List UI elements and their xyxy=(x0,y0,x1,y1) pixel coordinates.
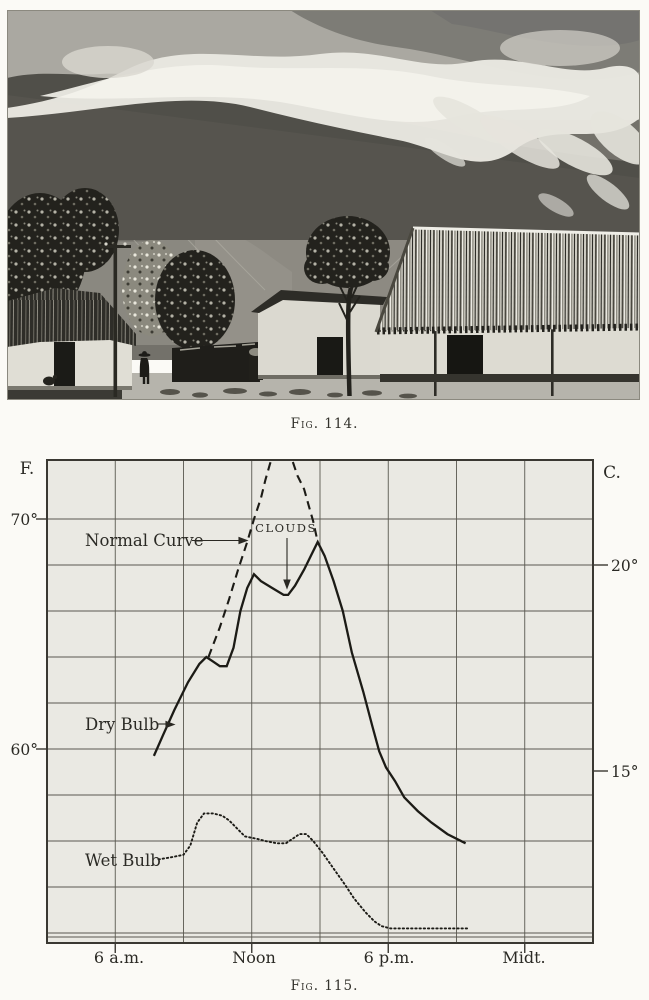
fig114-photograph xyxy=(7,10,640,400)
ridge-shadow xyxy=(7,95,640,240)
curves xyxy=(152,460,469,930)
fig115-chart: F. C. 70° 60° 20° 15° Normal Curve CLOUD… xyxy=(0,440,649,975)
fig115-caption: Fig. 115. xyxy=(290,978,359,994)
left-house-roof xyxy=(7,288,136,347)
rubble-row xyxy=(160,388,417,399)
wet-bulb-curve xyxy=(157,812,469,930)
telegraph-pole xyxy=(100,242,131,397)
right-house-shadow xyxy=(380,374,640,382)
photo-canvas xyxy=(7,10,640,400)
vertical-gridlines xyxy=(46,460,594,943)
left-house xyxy=(7,288,136,390)
porch-post-2 xyxy=(551,324,554,396)
f-axis-title: F. xyxy=(20,459,35,479)
x-label-midt: Midt. xyxy=(502,948,545,967)
x-label-6am: 6 a.m. xyxy=(94,948,144,967)
dry-bulb-curve xyxy=(152,539,467,845)
porch-post-1 xyxy=(434,322,437,396)
photo-edge xyxy=(7,10,640,400)
small-animal xyxy=(43,374,58,386)
plot-frame xyxy=(46,459,594,944)
left-house-base xyxy=(8,386,132,390)
axis-ticks xyxy=(36,518,608,953)
center-tree xyxy=(304,216,390,397)
f-tick-60: 60° xyxy=(11,741,38,759)
left-house-door xyxy=(54,342,75,388)
x-label-6pm: 6 p.m. xyxy=(364,948,415,967)
cloud-streamers xyxy=(424,96,640,217)
center-house-door xyxy=(317,337,343,377)
roof-ridge-highlight xyxy=(412,226,640,236)
normal-curve xyxy=(207,460,319,658)
mid-dark-tree xyxy=(155,250,235,350)
wet-bulb-label: Wet Bulb xyxy=(85,851,161,870)
c-tick-20: 20° xyxy=(611,557,638,575)
fig114-caption: Fig. 114. xyxy=(290,416,359,432)
f-tick-70: 70° xyxy=(11,511,38,529)
center-house xyxy=(251,290,387,379)
center-house-base xyxy=(258,375,380,379)
c-tick-15: 15° xyxy=(611,763,638,781)
roof-left-edge xyxy=(374,227,415,333)
right-house xyxy=(374,226,640,396)
dark-wall-heap xyxy=(172,342,260,382)
heap-glints xyxy=(179,343,256,351)
annotation-arrows xyxy=(158,536,291,729)
clouds-label: CLOUDS xyxy=(255,521,317,535)
dry-bulb-label: Dry Bulb xyxy=(85,715,159,734)
right-house-thatch-roof xyxy=(376,228,640,332)
right-house-door xyxy=(447,335,483,378)
standing-man xyxy=(138,351,151,384)
chart-canvas: F. C. 70° 60° 20° 15° Normal Curve CLOUD… xyxy=(11,459,638,967)
normal-curve-label: Normal Curve xyxy=(85,531,204,550)
horizontal-gridlines xyxy=(47,518,593,934)
x-label-noon: Noon xyxy=(232,948,276,967)
c-axis-title: C. xyxy=(603,463,621,483)
